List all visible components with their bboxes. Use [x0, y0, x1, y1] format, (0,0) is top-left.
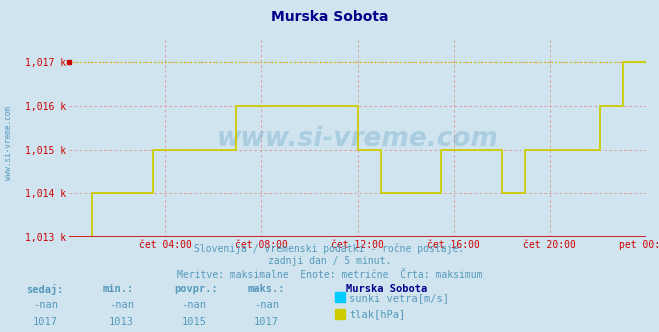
Text: -nan: -nan — [33, 300, 58, 310]
Text: tlak[hPa]: tlak[hPa] — [349, 309, 405, 319]
Text: 1013: 1013 — [109, 317, 134, 327]
Text: Murska Sobota: Murska Sobota — [271, 10, 388, 24]
Text: 1017: 1017 — [33, 317, 58, 327]
Text: maks.:: maks.: — [247, 284, 285, 294]
Text: min.:: min.: — [102, 284, 133, 294]
Text: -nan: -nan — [181, 300, 206, 310]
Text: -nan: -nan — [254, 300, 279, 310]
Text: sedaj:: sedaj: — [26, 284, 64, 295]
Text: www.si-vreme.com: www.si-vreme.com — [4, 106, 13, 180]
Text: -nan: -nan — [109, 300, 134, 310]
Text: Murska Sobota: Murska Sobota — [346, 284, 427, 294]
Text: Meritve: maksimalne  Enote: metrične  Črta: maksimum: Meritve: maksimalne Enote: metrične Črta… — [177, 270, 482, 280]
Text: 1017: 1017 — [254, 317, 279, 327]
Text: www.si-vreme.com: www.si-vreme.com — [217, 125, 498, 152]
Text: povpr.:: povpr.: — [175, 284, 218, 294]
Text: Slovenija / vremenski podatki - ročne postaje.: Slovenija / vremenski podatki - ročne po… — [194, 243, 465, 254]
Text: sunki vetra[m/s]: sunki vetra[m/s] — [349, 293, 449, 303]
Text: 1015: 1015 — [181, 317, 206, 327]
Text: zadnji dan / 5 minut.: zadnji dan / 5 minut. — [268, 256, 391, 266]
